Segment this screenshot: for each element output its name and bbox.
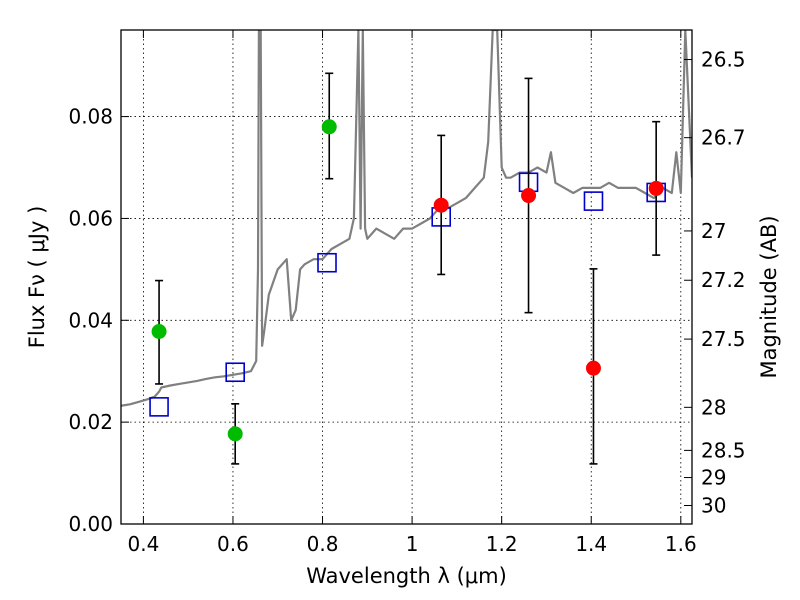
- observed-point: [648, 180, 664, 196]
- x-tick-label: 1.6: [665, 532, 697, 556]
- observed-point: [433, 197, 449, 213]
- y-tick-label: 0.00: [68, 512, 113, 536]
- model-square: [149, 397, 169, 417]
- observed-point: [227, 426, 243, 442]
- y2-tick-label: 28.5: [701, 438, 746, 462]
- x-tick-label: 0.4: [127, 532, 159, 556]
- observed-point: [151, 323, 167, 339]
- axis-ticks: 0.4 0.6 0.8 1 1.2 1.4 1.6 0.00 0.02 0.04 0.06 0.08 2…: [68, 30, 746, 556]
- x-tick-label: 1.2: [486, 532, 518, 556]
- y-tick-label: 0.02: [68, 410, 113, 434]
- observed-points: [151, 72, 664, 465]
- gridlines: [121, 30, 692, 525]
- model-square: [225, 362, 245, 383]
- spectrum-path: [121, 30, 692, 407]
- y-axis-label: Flux Fν ( μJy ): [25, 206, 49, 349]
- y2-axis-label: Magnitude (AB): [757, 215, 781, 378]
- y2-tick-label: 30: [701, 494, 726, 518]
- y2-tick-label: 28: [701, 395, 726, 419]
- model-square: [317, 252, 337, 273]
- y2-tick-label: 27.2: [701, 268, 746, 292]
- x-tick-label: 0.6: [217, 532, 249, 556]
- model-square: [583, 191, 604, 211]
- y2-tick-label: 26.7: [701, 126, 746, 150]
- plot-frame: [120, 29, 693, 525]
- observed-point: [521, 188, 537, 204]
- observed-point: [585, 360, 601, 376]
- x-tick-label: 1: [406, 532, 419, 556]
- y2-tick-label: 29: [701, 466, 726, 490]
- y-tick-label: 0.06: [68, 206, 113, 230]
- observed-point: [321, 119, 337, 135]
- model-points: [149, 172, 666, 417]
- x-tick-label: 0.8: [307, 532, 339, 556]
- y2-tick-label: 26.5: [701, 48, 746, 72]
- y-tick-label: 0.08: [68, 105, 113, 129]
- spectrum-line: [121, 30, 692, 407]
- y2-tick-label: 27: [701, 219, 726, 243]
- y2-tick-label: 27.5: [701, 327, 746, 351]
- x-axis-label: Wavelength λ (μm): [306, 564, 507, 588]
- x-tick-label: 1.4: [575, 532, 607, 556]
- y-tick-label: 0.04: [68, 308, 113, 332]
